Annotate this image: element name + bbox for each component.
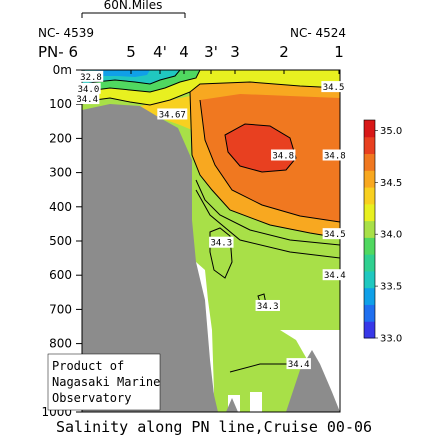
station-label: PN- 6 — [38, 43, 78, 61]
colorbar-segment — [364, 220, 375, 238]
contour-label: 34.0 — [78, 85, 100, 95]
colorbar: 35.0 34.5 34.0 33.5 33.0 — [363, 119, 402, 345]
contour-label-bg — [322, 149, 348, 161]
contour-label-bg — [322, 269, 348, 281]
station-label: 1 — [334, 43, 344, 61]
contour-label: 32.8 — [80, 73, 102, 83]
contour-label: 34.8 — [272, 152, 294, 162]
y-tick-label: 800 — [49, 337, 72, 351]
colorbar-segment — [364, 153, 375, 171]
colorbar-segment — [364, 136, 375, 155]
colorbar-tick-label: 34.5 — [380, 178, 402, 189]
contour-label-bg — [286, 358, 311, 370]
station-label: 2 — [279, 43, 289, 61]
colorbar-tick-label: 33.0 — [380, 334, 402, 345]
colorbar-segment — [364, 237, 375, 255]
colorbar-segment — [364, 254, 375, 272]
credit-line-1: Product of — [52, 359, 124, 373]
colorbar-segment — [364, 287, 375, 305]
contour-label-bg — [76, 82, 101, 94]
contour-lines — [82, 70, 340, 373]
scale-bar: 60N.Miles — [81, 0, 186, 18]
contour-label-bg — [255, 299, 280, 311]
colorbar-frame — [363, 119, 376, 339]
bottom-topography — [82, 104, 340, 412]
colorbar-segment — [364, 270, 375, 289]
contour-label-bg — [322, 228, 348, 240]
contour-label: 34.3 — [257, 302, 279, 312]
colorbar-segment — [364, 304, 375, 322]
contour-label: 34.3 — [210, 239, 232, 249]
contour-label: 34.4 — [76, 95, 98, 105]
y-tick-label: 100 — [49, 97, 72, 111]
contour-label-bg — [321, 81, 346, 93]
left-reference-label: NC- 4539 — [38, 26, 94, 40]
credit-box: Product of Nagasaki Marine Observatory — [47, 353, 160, 411]
scale-bar-label: 60N.Miles — [104, 0, 163, 12]
contour-label-bg — [78, 70, 104, 82]
station-label: 3 — [230, 43, 240, 61]
station-markers — [83, 70, 340, 74]
colorbar-tick-label: 34.0 — [380, 230, 402, 241]
right-reference-label: NC- 4524 — [290, 26, 346, 40]
y-tick-label: 500 — [49, 234, 72, 248]
credit-line-2: Nagasaki Marine — [52, 375, 160, 389]
station-label: 4' — [153, 43, 167, 61]
colorbar-tick-label: 33.5 — [380, 282, 402, 293]
contour-label-bg — [157, 108, 188, 120]
station-label: 3' — [204, 43, 218, 61]
chart-title: Salinity along PN line,Cruise 00-06 — [56, 418, 372, 436]
y-tick-label: 400 — [49, 200, 72, 214]
station-label: 5 — [126, 43, 136, 61]
contour-label: 34.5 — [323, 83, 345, 93]
colorbar-segment — [364, 203, 375, 222]
y-tick-label: 300 — [49, 166, 72, 180]
contour-label: 34.5 — [324, 230, 346, 240]
colorbar-segment — [364, 120, 375, 138]
colorbar-segment — [364, 170, 375, 188]
colorbar-tick-label: 35.0 — [380, 126, 402, 137]
station-labels: PN- 6 5 4' 4 3' 3 2 1 — [38, 43, 344, 61]
contour-label: 34.4 — [288, 360, 310, 370]
colorbar-segment — [364, 187, 375, 205]
surface-blue-patch — [95, 70, 150, 77]
credit-line-3: Observatory — [52, 391, 131, 405]
contour-label-bg — [74, 93, 100, 105]
y-tick-label: 600 — [49, 268, 72, 282]
contour-label: 34.4 — [324, 271, 346, 281]
y-tick-label: 700 — [49, 302, 72, 316]
station-label: 4 — [179, 43, 189, 61]
contour-label: 34.8 — [324, 152, 346, 162]
y-tick-label: 0m — [53, 63, 72, 77]
contour-label: 34.67 — [159, 110, 186, 120]
contour-label-bg — [209, 236, 234, 248]
colorbar-segment — [364, 321, 375, 339]
contour-label-bg — [271, 149, 296, 161]
y-tick-label: 200 — [49, 131, 72, 145]
